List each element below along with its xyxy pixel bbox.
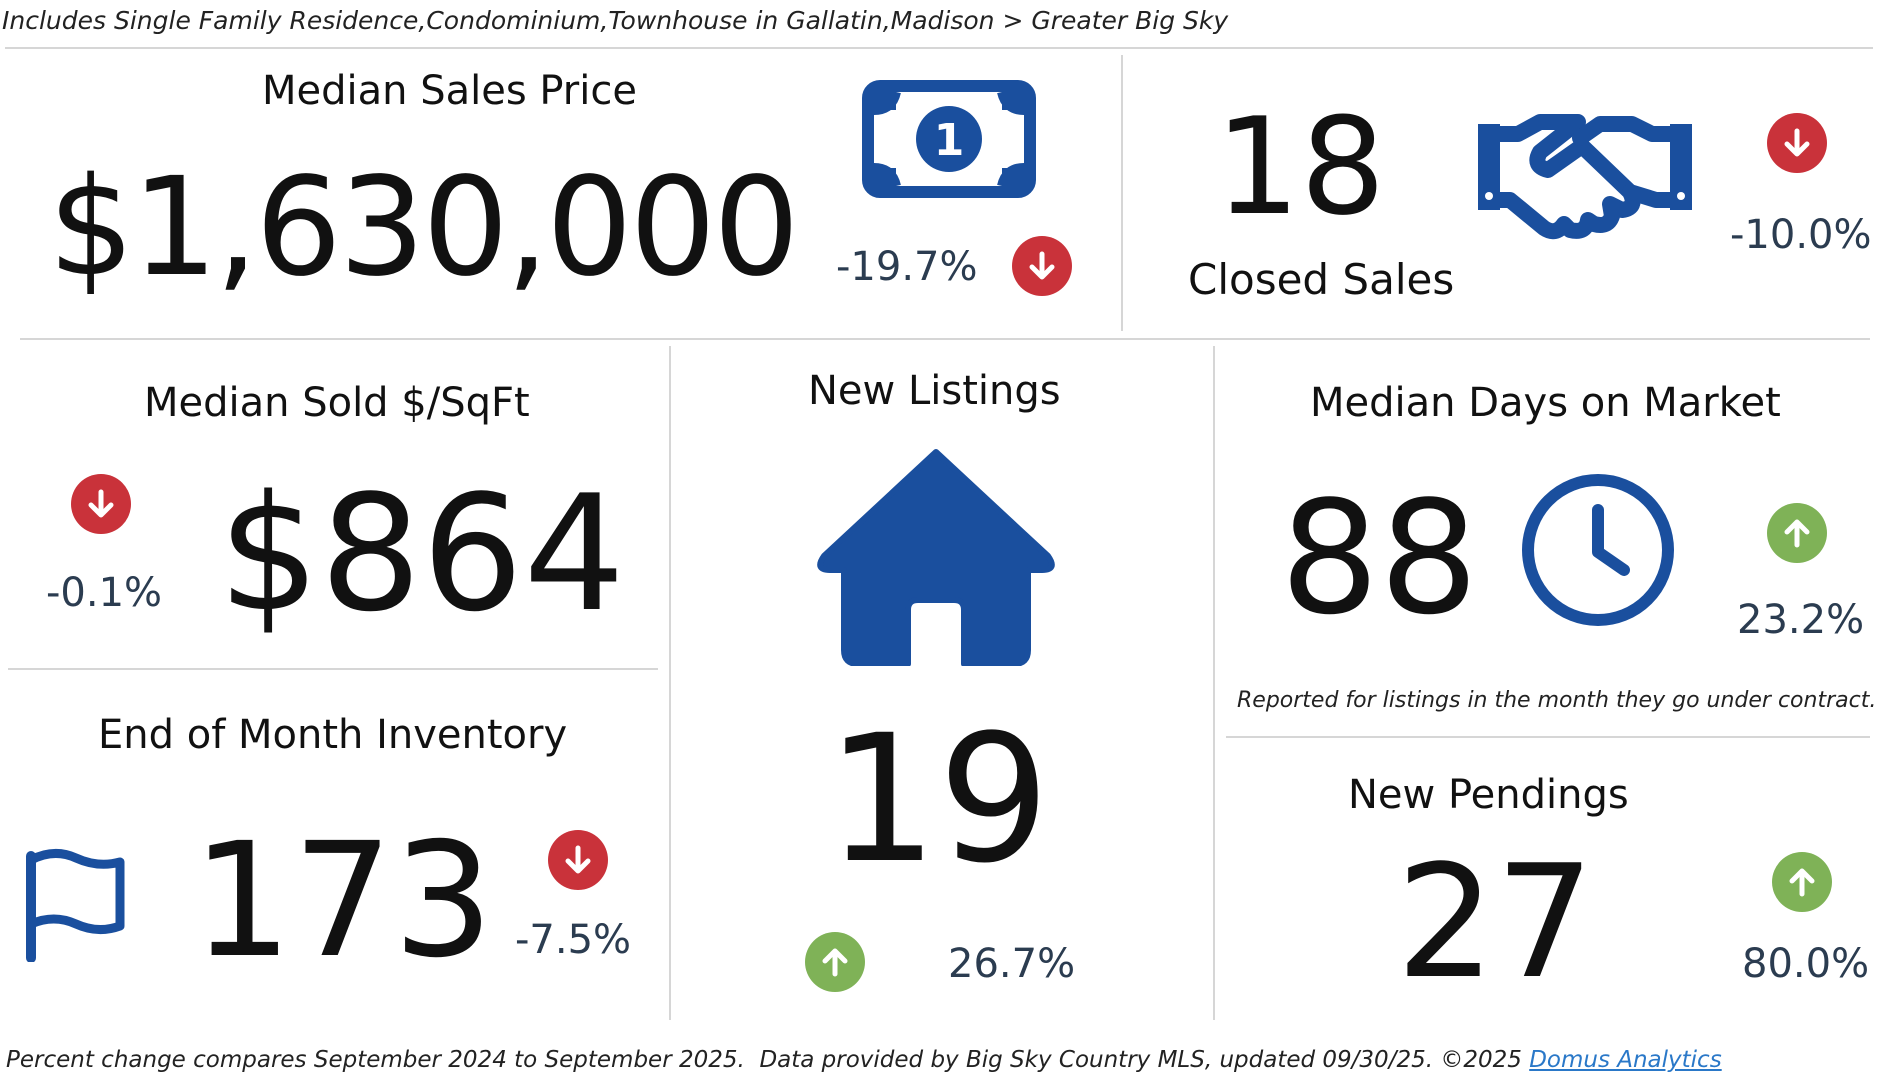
up-arrow-icon xyxy=(1767,503,1827,563)
left-divider xyxy=(8,668,658,670)
down-arrow-icon xyxy=(548,830,608,890)
top-divider xyxy=(1121,55,1123,331)
closed-sales-value: 18 xyxy=(1215,89,1386,245)
new-pendings-change: 80.0% xyxy=(1742,941,1870,987)
footer-note: Percent change compares September 2024 t… xyxy=(6,1047,1722,1073)
right-column-divider xyxy=(1213,346,1215,1020)
handshake-icon xyxy=(1470,110,1700,255)
house-icon xyxy=(812,444,1060,671)
section-divider xyxy=(20,338,1870,340)
footer-text: Percent change compares September 2024 t… xyxy=(6,1047,1530,1073)
inventory-title: End of Month Inventory xyxy=(98,712,568,758)
new-listings-title: New Listings xyxy=(808,368,1061,414)
clock-icon xyxy=(1520,472,1676,633)
svg-text:1: 1 xyxy=(934,115,965,166)
flag-icon xyxy=(24,848,128,967)
new-pendings-value: 27 xyxy=(1396,831,1595,1013)
up-arrow-icon xyxy=(1772,852,1832,912)
median-sold-sqft-title: Median Sold $/SqFt xyxy=(144,380,530,426)
report-subtitle: Includes Single Family Residence,Condomi… xyxy=(2,6,1229,35)
domus-analytics-link[interactable]: Domus Analytics xyxy=(1529,1047,1722,1073)
new-listings-value: 19 xyxy=(826,697,1050,902)
median-sales-price-title: Median Sales Price xyxy=(262,68,637,114)
median-sales-price-value: $1,630,000 xyxy=(48,149,800,307)
dollar-bill-icon: 1 xyxy=(862,80,1036,203)
days-on-market-title: Median Days on Market xyxy=(1310,380,1781,426)
down-arrow-icon xyxy=(1767,113,1827,173)
closed-sales-title: Closed Sales xyxy=(1188,255,1455,304)
up-arrow-icon xyxy=(805,932,865,992)
inventory-value: 173 xyxy=(192,809,494,993)
inventory-change: -7.5% xyxy=(515,917,632,963)
days-on-market-value: 88 xyxy=(1280,467,1479,649)
closed-sales-change: -10.0% xyxy=(1730,212,1872,258)
new-pendings-title: New Pendings xyxy=(1348,772,1629,818)
median-sales-price-change: -19.7% xyxy=(836,244,978,290)
days-on-market-note: Reported for listings in the month they … xyxy=(1237,688,1877,713)
down-arrow-icon xyxy=(71,474,131,534)
median-sold-sqft-change: -0.1% xyxy=(46,570,163,616)
right-divider xyxy=(1226,736,1870,738)
days-on-market-change: 23.2% xyxy=(1737,597,1865,643)
left-column-divider xyxy=(669,346,671,1020)
new-listings-change: 26.7% xyxy=(948,941,1076,987)
median-sold-sqft-value: $864 xyxy=(218,460,626,647)
down-arrow-icon xyxy=(1012,236,1072,296)
header-divider xyxy=(5,47,1873,49)
